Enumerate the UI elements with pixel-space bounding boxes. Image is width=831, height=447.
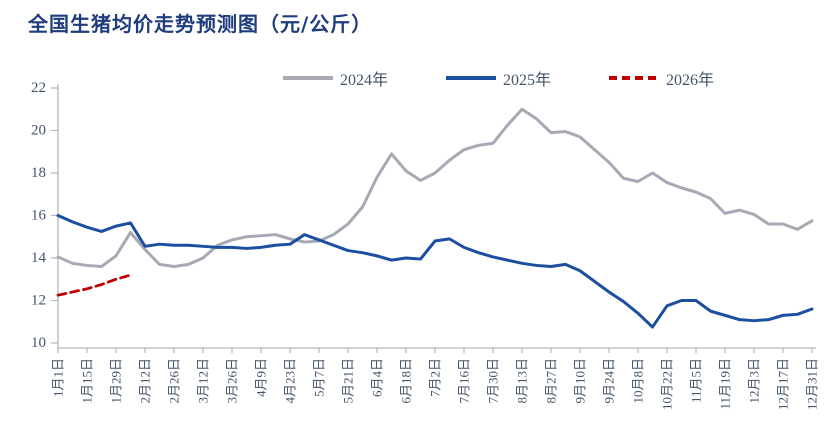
legend-line-2025-icon xyxy=(446,76,497,80)
y-tick-label: 20 xyxy=(31,123,46,139)
legend-line-2024-icon xyxy=(283,76,333,80)
x-tick-label: 9月24日 xyxy=(602,358,617,404)
x-tick-label: 7月30日 xyxy=(486,358,501,404)
x-tick-label: 10月8日 xyxy=(631,358,646,404)
x-tick-label: 5月7日 xyxy=(312,358,327,397)
x-tick-label: 9月10日 xyxy=(573,358,588,404)
legend-label-2025: 2025年 xyxy=(503,72,552,89)
y-tick-label: 10 xyxy=(31,335,46,351)
x-tick-label: 1月15日 xyxy=(80,358,95,404)
series-line-2024 xyxy=(56,107,814,268)
x-tick-label: 5月21日 xyxy=(341,358,356,404)
legend-label-2026: 2026年 xyxy=(666,72,715,89)
x-tick-label: 3月12日 xyxy=(196,358,211,404)
x-tick-label: 6月18日 xyxy=(399,358,414,404)
x-tick-label: 4月23日 xyxy=(283,358,298,404)
y-tick-label: 22 xyxy=(31,80,46,96)
chart-legend: 2024年 2025年 2026年 xyxy=(283,66,714,90)
x-tick-label: 7月16日 xyxy=(457,358,472,404)
x-tick-label: 12月17日 xyxy=(776,358,791,410)
series-line-2025 xyxy=(56,214,814,329)
y-tick-label: 12 xyxy=(31,293,46,309)
x-tick-label: 12月31日 xyxy=(805,358,820,410)
legend-item-2025: 2025年 xyxy=(446,66,551,90)
x-tick-label: 8月13日 xyxy=(515,358,530,404)
x-tick-label: 10月22日 xyxy=(660,358,675,410)
x-tick-label: 11月19日 xyxy=(718,358,733,410)
x-tick-label: 11月5日 xyxy=(689,358,704,403)
x-tick-label: 3月26日 xyxy=(225,358,240,404)
legend-item-2026: 2026年 xyxy=(609,66,714,90)
x-tick-label: 1月29日 xyxy=(109,358,124,404)
x-tick-label: 8月27日 xyxy=(544,358,559,404)
x-tick-label: 6月4日 xyxy=(370,358,385,397)
chart-title: 全国生猪均价走势预测图（元/公斤） xyxy=(28,12,373,36)
legend-label-2024: 2024年 xyxy=(340,72,389,89)
series-line-2026 xyxy=(56,273,132,297)
x-tick-label: 7月2日 xyxy=(428,358,443,397)
y-tick-label: 14 xyxy=(31,250,47,266)
y-tick-label: 18 xyxy=(31,165,46,181)
x-tick-label: 2月12日 xyxy=(138,358,153,404)
legend-item-2024: 2024年 xyxy=(283,66,388,90)
legend-line-2026-icon xyxy=(609,76,660,80)
x-tick-label: 4月9日 xyxy=(254,358,269,397)
x-tick-label: 12月3日 xyxy=(747,358,762,404)
y-tick-label: 16 xyxy=(31,208,47,224)
x-tick-label: 2月26日 xyxy=(167,358,182,404)
x-tick-label: 1月1日 xyxy=(51,358,66,397)
